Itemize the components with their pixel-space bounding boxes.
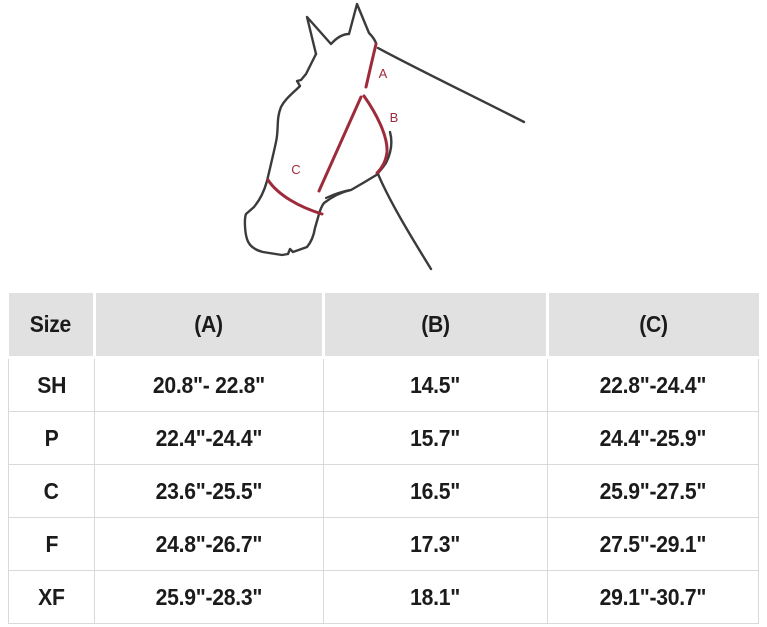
horse-halter-diagram: A B C bbox=[0, 0, 767, 290]
cheek-strap-path bbox=[317, 95, 363, 193]
cell-a: 20.8"- 22.8" bbox=[94, 357, 324, 412]
size-value: P bbox=[44, 424, 59, 451]
cell-a: 22.4"-24.4" bbox=[94, 411, 324, 465]
cell-b: 17.3" bbox=[323, 517, 548, 571]
measure-c-value: 27.5"-29.1" bbox=[599, 530, 707, 557]
column-header-c-label: (C) bbox=[639, 311, 669, 337]
measure-a-value: 25.9"-28.3" bbox=[155, 583, 263, 610]
cell-a: 25.9"-28.3" bbox=[94, 570, 324, 624]
horse-neck-top-path bbox=[376, 46, 526, 124]
measure-b-value: 16.5" bbox=[410, 477, 461, 504]
size-chart: Size (A) (B) (C) SH 20.8"- 22.8" 14.5" 2… bbox=[8, 293, 759, 624]
measure-a-value: 24.8"-26.7" bbox=[155, 530, 263, 557]
measure-c-value: 24.4"-25.9" bbox=[599, 424, 707, 451]
cell-size: P bbox=[8, 411, 95, 465]
strap-label-b: B bbox=[390, 110, 399, 125]
cell-size: C bbox=[8, 464, 95, 518]
table-row-sh: SH 20.8"- 22.8" 14.5" 22.8"-24.4" bbox=[8, 357, 759, 412]
crown-strap-a-path bbox=[364, 42, 378, 89]
table-row-f: F 24.8"-26.7" 17.3" 27.5"-29.1" bbox=[8, 517, 759, 571]
horse-neck-bottom-path bbox=[376, 172, 433, 271]
size-value: XF bbox=[38, 583, 65, 610]
nose-strap-c-path bbox=[266, 178, 324, 216]
cell-c: 27.5"-29.1" bbox=[547, 517, 759, 571]
column-header-c: (C) bbox=[546, 293, 759, 359]
column-header-size: Size bbox=[8, 293, 95, 359]
cell-size: F bbox=[8, 517, 95, 571]
cell-b: 18.1" bbox=[323, 570, 548, 624]
table-row-c: C 23.6"-25.5" 16.5" 25.9"-27.5" bbox=[8, 464, 759, 518]
cell-a: 23.6"-25.5" bbox=[94, 464, 324, 518]
throat-strap-b-path bbox=[362, 94, 389, 175]
column-header-b: (B) bbox=[322, 293, 548, 359]
size-value: F bbox=[45, 530, 58, 557]
measure-c-value: 22.8"-24.4" bbox=[599, 371, 707, 398]
measure-a-value: 22.4"-24.4" bbox=[155, 424, 263, 451]
table-row-xf: XF 25.9"-28.3" 18.1" 29.1"-30.7" bbox=[8, 570, 759, 624]
measure-b-value: 18.1" bbox=[410, 583, 461, 610]
cell-b: 15.7" bbox=[323, 411, 548, 465]
horse-ears-path bbox=[305, 2, 378, 56]
size-value: C bbox=[43, 477, 60, 504]
measure-c-value: 25.9"-27.5" bbox=[599, 477, 707, 504]
column-header-a-label: (A) bbox=[194, 311, 224, 337]
measure-a-value: 20.8"- 22.8" bbox=[152, 371, 266, 398]
measure-a-value: 23.6"-25.5" bbox=[155, 477, 263, 504]
measure-b-value: 14.5" bbox=[410, 371, 461, 398]
cell-c: 24.4"-25.9" bbox=[547, 411, 759, 465]
measure-b-value: 17.3" bbox=[410, 530, 461, 557]
cell-b: 14.5" bbox=[323, 357, 548, 412]
cell-c: 29.1"-30.7" bbox=[547, 570, 759, 624]
horse-face-outline-path bbox=[243, 52, 380, 257]
cell-c: 22.8"-24.4" bbox=[547, 357, 759, 412]
measure-b-value: 15.7" bbox=[410, 424, 461, 451]
column-header-a: (A) bbox=[93, 293, 324, 359]
size-chart-table: Size (A) (B) (C) SH 20.8"- 22.8" 14.5" 2… bbox=[8, 293, 759, 624]
cell-size: SH bbox=[8, 357, 95, 412]
column-header-b-label: (B) bbox=[421, 311, 450, 337]
cell-c: 25.9"-27.5" bbox=[547, 464, 759, 518]
measure-c-value: 29.1"-30.7" bbox=[599, 583, 707, 610]
cell-a: 24.8"-26.7" bbox=[94, 517, 324, 571]
header-row: Size (A) (B) (C) bbox=[8, 293, 759, 359]
cell-size: XF bbox=[8, 570, 95, 624]
strap-label-a: A bbox=[379, 66, 388, 81]
size-value: SH bbox=[37, 371, 66, 398]
table-row-p: P 22.4"-24.4" 15.7" 24.4"-25.9" bbox=[8, 411, 759, 465]
cell-b: 16.5" bbox=[323, 464, 548, 518]
column-header-size-label: Size bbox=[30, 311, 72, 337]
horse-head-drawing: A B C bbox=[243, 2, 526, 271]
strap-label-c: C bbox=[291, 162, 300, 177]
horse-mouth-line-path bbox=[324, 188, 352, 200]
